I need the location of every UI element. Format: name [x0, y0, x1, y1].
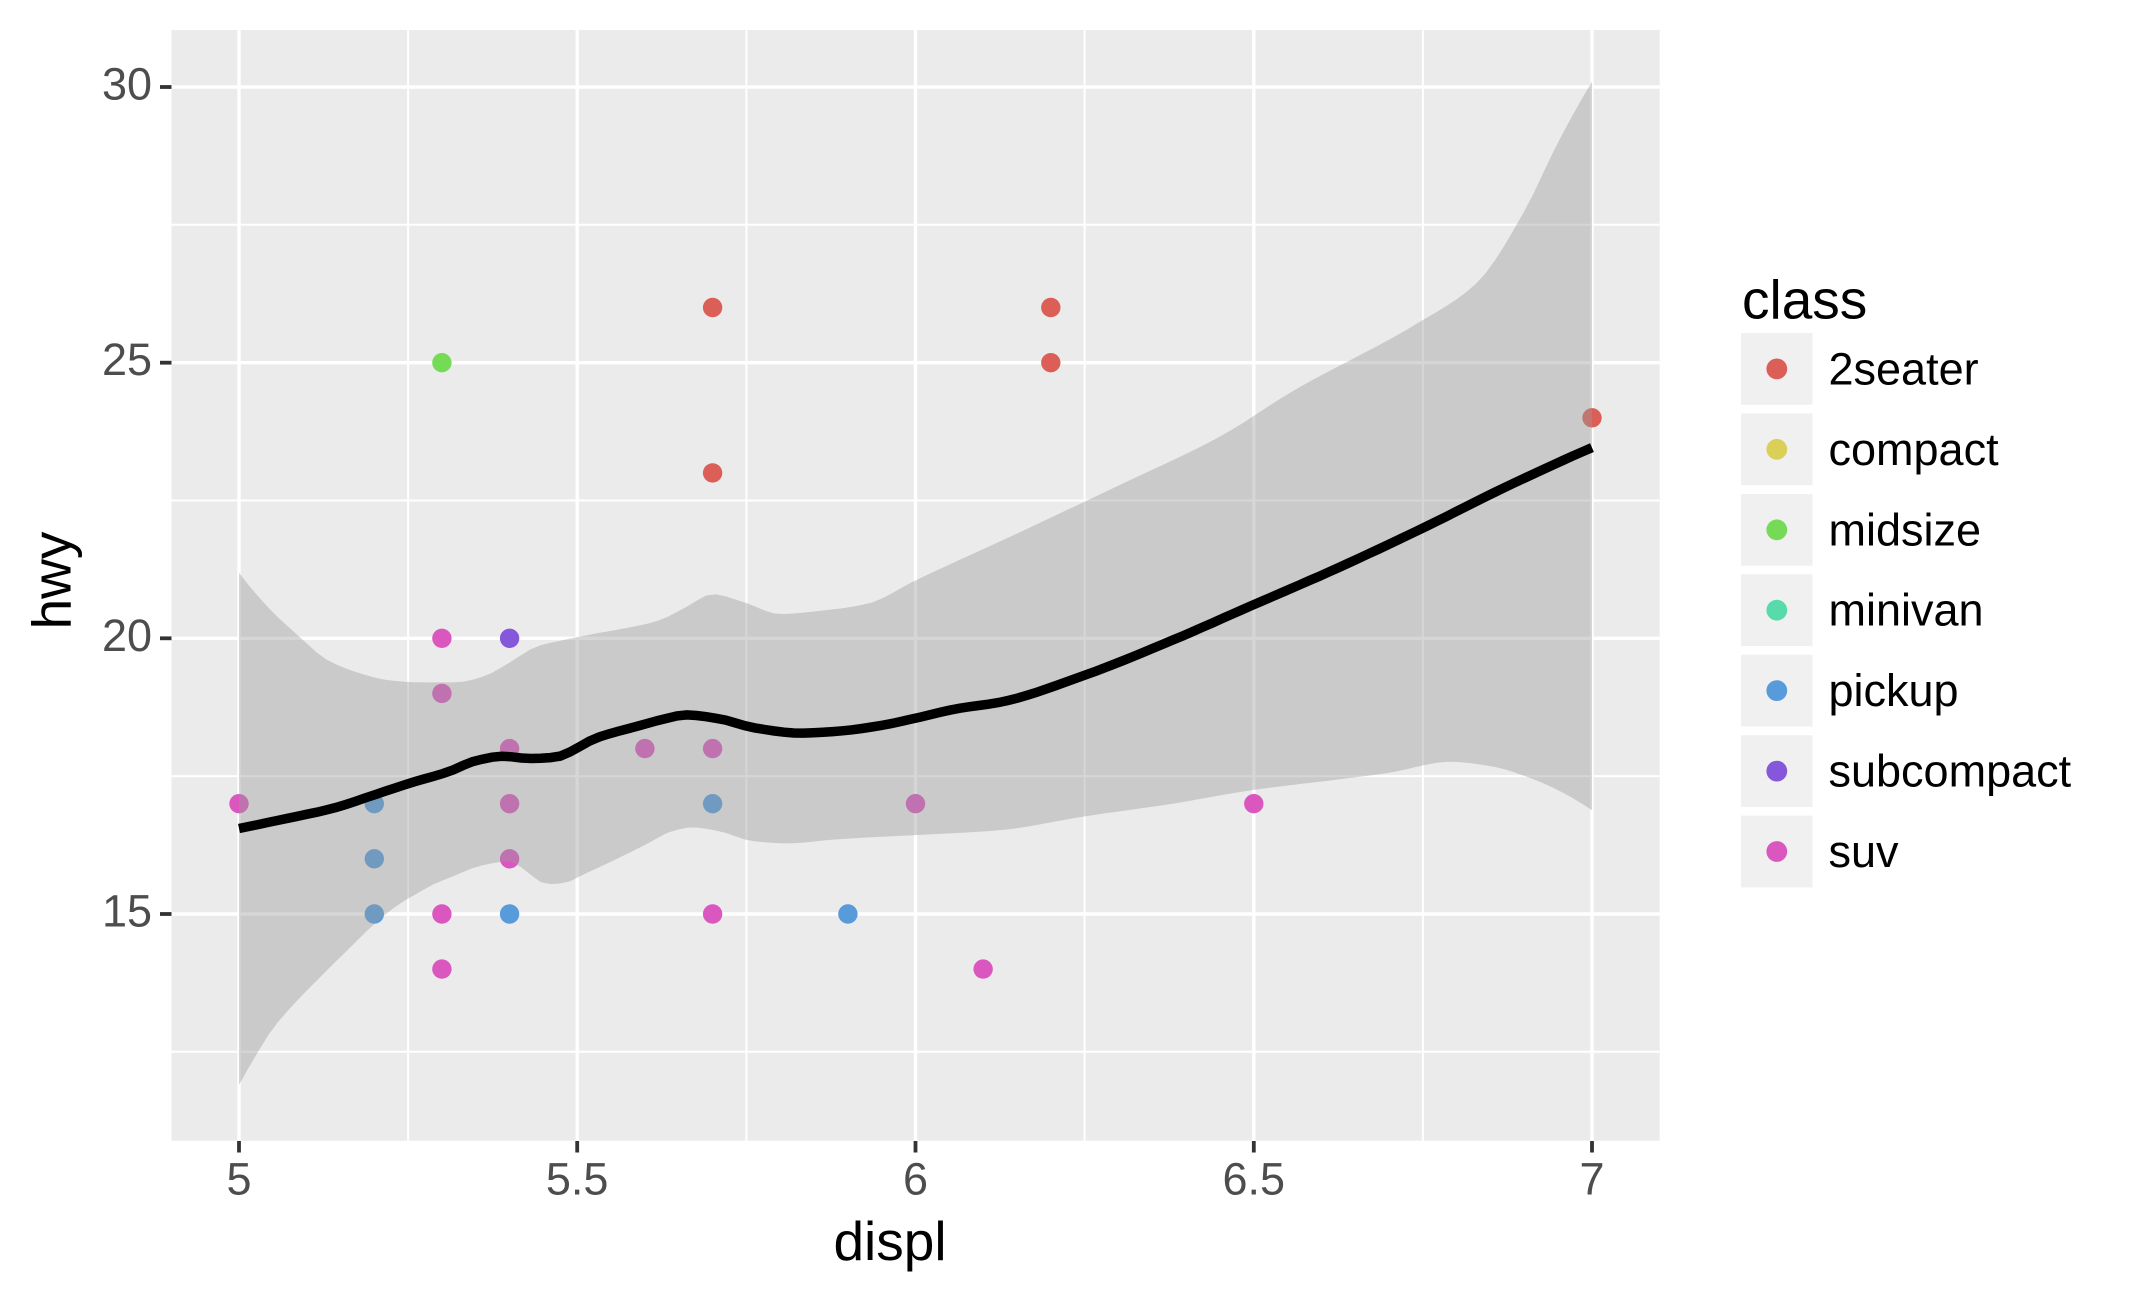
svg-text:2seater: 2seater — [1829, 343, 1979, 394]
svg-text:midsize: midsize — [1829, 504, 1982, 555]
svg-text:30: 30 — [102, 59, 152, 110]
svg-text:class: class — [1742, 269, 1867, 331]
svg-text:7: 7 — [1579, 1154, 1604, 1205]
svg-text:25: 25 — [102, 334, 152, 385]
svg-text:displ: displ — [833, 1210, 946, 1272]
svg-text:hwy: hwy — [21, 531, 83, 629]
svg-text:20: 20 — [102, 610, 152, 661]
svg-text:subcompact: subcompact — [1829, 746, 2072, 797]
svg-text:compact: compact — [1829, 424, 2000, 475]
svg-text:minivan: minivan — [1829, 585, 1984, 636]
svg-text:6: 6 — [903, 1154, 928, 1205]
svg-text:6.5: 6.5 — [1223, 1154, 1286, 1205]
svg-text:pickup: pickup — [1829, 665, 1959, 716]
svg-text:5: 5 — [226, 1154, 251, 1205]
svg-text:15: 15 — [102, 886, 152, 937]
svg-text:5.5: 5.5 — [546, 1154, 609, 1205]
svg-text:suv: suv — [1829, 826, 1900, 877]
